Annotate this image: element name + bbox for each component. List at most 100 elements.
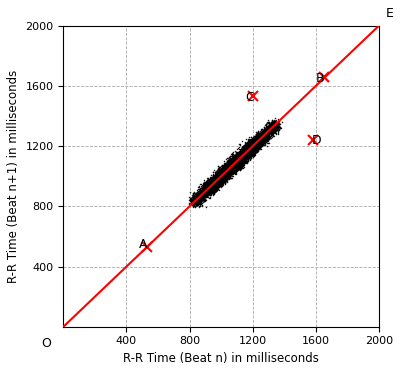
- Point: [248, 146, 255, 152]
- Point: [211, 184, 217, 190]
- Point: [202, 186, 209, 192]
- Point: [238, 153, 245, 158]
- Point: [234, 151, 241, 157]
- Point: [204, 186, 210, 192]
- Point: [270, 124, 276, 129]
- Point: [235, 160, 241, 166]
- Point: [223, 166, 229, 172]
- Point: [247, 150, 253, 156]
- Point: [244, 155, 250, 161]
- Point: [257, 139, 264, 145]
- Point: [215, 176, 222, 182]
- Point: [247, 156, 253, 162]
- Point: [243, 150, 250, 156]
- Point: [229, 161, 235, 167]
- Point: [227, 163, 234, 169]
- Point: [206, 185, 212, 190]
- Point: [222, 166, 228, 172]
- Point: [232, 162, 238, 168]
- Point: [217, 178, 223, 184]
- Point: [224, 168, 230, 174]
- Point: [242, 153, 248, 158]
- Point: [239, 154, 245, 160]
- Point: [233, 165, 240, 171]
- Point: [205, 182, 212, 188]
- Point: [202, 191, 208, 197]
- Point: [234, 160, 240, 166]
- Point: [238, 158, 245, 164]
- Point: [254, 140, 260, 145]
- Point: [228, 164, 234, 170]
- Point: [265, 129, 272, 135]
- Point: [238, 151, 244, 157]
- Point: [205, 187, 212, 193]
- Point: [209, 181, 216, 187]
- Point: [220, 177, 226, 183]
- Point: [253, 146, 260, 152]
- Point: [228, 160, 234, 166]
- Point: [250, 142, 256, 148]
- Point: [227, 159, 234, 165]
- Point: [206, 187, 212, 193]
- Point: [200, 190, 206, 196]
- Point: [195, 198, 202, 204]
- Point: [229, 165, 235, 171]
- Point: [222, 171, 228, 177]
- Point: [220, 171, 227, 177]
- Point: [244, 152, 250, 158]
- Point: [246, 148, 252, 154]
- Point: [238, 155, 245, 161]
- Point: [202, 184, 209, 190]
- Point: [230, 154, 236, 160]
- Point: [206, 185, 213, 190]
- Point: [200, 193, 206, 199]
- Point: [205, 179, 212, 185]
- Point: [216, 173, 223, 179]
- Point: [234, 157, 241, 163]
- Point: [224, 163, 231, 169]
- Point: [230, 159, 236, 165]
- Point: [275, 124, 281, 130]
- Point: [236, 160, 243, 166]
- Point: [271, 118, 278, 124]
- Point: [191, 195, 198, 201]
- Point: [233, 158, 239, 164]
- Point: [218, 170, 224, 176]
- Point: [210, 178, 216, 184]
- Point: [228, 167, 235, 173]
- Point: [221, 172, 227, 178]
- Point: [242, 140, 248, 146]
- Point: [220, 170, 227, 176]
- Point: [199, 188, 205, 194]
- Point: [216, 172, 223, 178]
- Point: [241, 151, 247, 157]
- Point: [208, 182, 214, 188]
- Point: [226, 166, 232, 172]
- Point: [219, 179, 225, 185]
- Point: [222, 167, 229, 173]
- Point: [208, 182, 214, 188]
- Point: [210, 186, 216, 192]
- Point: [262, 134, 268, 140]
- Point: [255, 143, 262, 149]
- Point: [207, 180, 213, 186]
- Point: [215, 173, 222, 179]
- Point: [209, 182, 215, 188]
- Point: [217, 172, 224, 178]
- Point: [229, 168, 235, 174]
- Point: [224, 168, 231, 174]
- Point: [240, 153, 246, 158]
- Point: [196, 195, 202, 201]
- Point: [233, 153, 240, 159]
- Point: [211, 185, 217, 191]
- Point: [214, 173, 220, 179]
- Point: [257, 141, 263, 147]
- Point: [248, 151, 254, 157]
- Point: [226, 161, 232, 167]
- Point: [226, 165, 232, 171]
- Point: [262, 134, 269, 140]
- Point: [187, 196, 194, 202]
- Point: [212, 169, 219, 175]
- Point: [244, 152, 251, 158]
- Point: [215, 170, 221, 176]
